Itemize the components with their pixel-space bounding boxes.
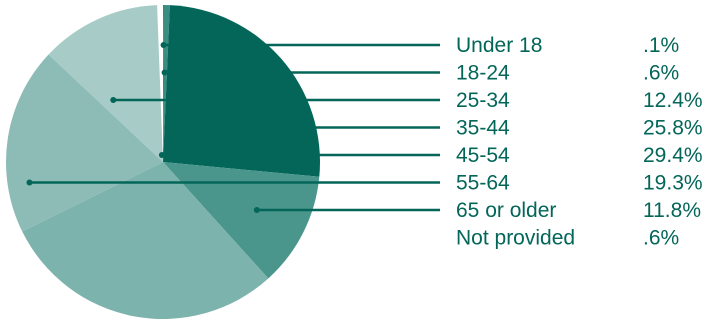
leader-dot-45-54 bbox=[158, 152, 165, 158]
legend-value-45-54: 29.4% bbox=[643, 144, 703, 167]
pie-slice-35-44 bbox=[163, 5, 320, 177]
legend-label-35-44: 35-44 bbox=[456, 117, 510, 140]
legend-value-65-or-older: 11.8% bbox=[643, 199, 701, 222]
leader-dot-35-44 bbox=[209, 124, 216, 131]
pie-slice-25-34 bbox=[48, 5, 163, 162]
legend-value-18-24: .6% bbox=[643, 62, 679, 85]
pie-slice-45-54 bbox=[22, 162, 269, 319]
legend-label-18-24: 18-24 bbox=[456, 62, 510, 85]
leader-lines bbox=[26, 42, 440, 213]
legend-label-65-or-older: 65 or older bbox=[456, 199, 556, 222]
leader-dot-25-34 bbox=[110, 97, 117, 103]
leader-dot-55-64 bbox=[26, 179, 33, 186]
legend-value-25-34: 12.4% bbox=[643, 89, 703, 112]
leader-dot-18-24 bbox=[161, 69, 168, 76]
legend-label-not-provided: Not provided bbox=[456, 227, 575, 250]
pie-slice-55-64 bbox=[6, 54, 164, 232]
legend-value-under-18: .1% bbox=[643, 34, 679, 57]
legend-label-55-64: 55-64 bbox=[456, 172, 510, 195]
pie-slices bbox=[6, 5, 320, 319]
legend-value-35-44: 25.8% bbox=[643, 117, 703, 140]
leader-dot-under-18 bbox=[160, 42, 167, 48]
pie-slice-65-or-older bbox=[163, 162, 320, 279]
legend-label-45-54: 45-54 bbox=[456, 144, 510, 167]
legend-value-55-64: 19.3% bbox=[643, 172, 703, 195]
leader-dot-65-or-older bbox=[253, 207, 260, 213]
legend-label-25-34: 25-34 bbox=[456, 89, 510, 112]
legend-label-under-18: Under 18 bbox=[456, 34, 542, 57]
legend-value-not-provided: .6% bbox=[643, 227, 679, 250]
legend-labels: Under 18 .1% 18-24 .6% 25-34 12.4% 35-44 25.8% 4… bbox=[456, 34, 703, 250]
